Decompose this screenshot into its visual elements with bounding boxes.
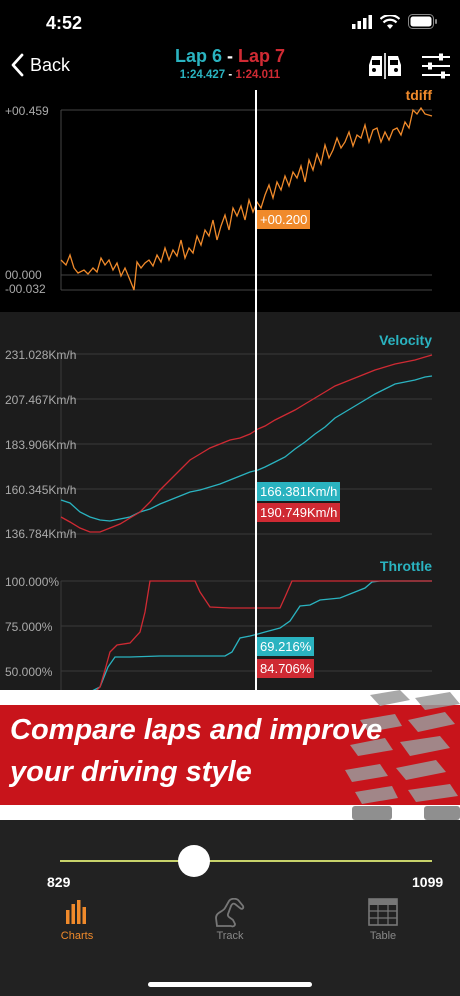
- range-max-label: 1099: [412, 874, 444, 890]
- wifi-icon: [380, 15, 400, 29]
- promo-banner: Compare laps and improve your driving st…: [0, 690, 460, 820]
- lap-b-time: 1:24.011: [235, 69, 281, 81]
- tdiff-y-label-min: -00.032: [5, 282, 46, 296]
- velocity-throttle-charts[interactable]: Velocity 231.028Km/h 207.467Km/h 183.906…: [0, 312, 460, 692]
- home-indicator: [148, 982, 312, 987]
- track-icon: [215, 898, 245, 928]
- tdiff-cursor-value: +00.200: [257, 210, 311, 229]
- velocity-title: Velocity: [379, 332, 432, 348]
- range-slider-thumb[interactable]: [177, 845, 210, 877]
- battery-icon: [408, 14, 437, 29]
- tab-charts-label: Charts: [60, 930, 94, 942]
- lap-comparison-title: Lap 6 - Lap 7 1:24.427 - 1:24.011: [0, 40, 460, 81]
- throttle-y-label-1: 75.000%: [5, 620, 53, 634]
- velocity-lap-b-value: 190.749Km/h: [257, 503, 341, 522]
- tab-track-label: Track: [216, 930, 244, 942]
- chevron-left-icon: [11, 53, 24, 77]
- throttle-lap-b-value: 84.706%: [257, 659, 315, 678]
- lap-separator: -: [222, 46, 238, 66]
- velocity-y-label-4: 136.784Km/h: [5, 527, 77, 541]
- lap-b-title: Lap 7: [238, 46, 286, 66]
- settings-sliders-icon[interactable]: [420, 52, 452, 80]
- throttle-lap-b-series: [94, 580, 432, 692]
- throttle-lap-a-value: 69.216%: [257, 637, 315, 656]
- table-icon: [368, 898, 398, 926]
- signal-icon: [352, 15, 372, 29]
- velocity-y-label-2: 183.906Km/h: [5, 438, 77, 452]
- throttle-title: Throttle: [379, 558, 432, 574]
- tab-table-label: Table: [369, 930, 397, 942]
- tab-charts[interactable]: Charts: [32, 898, 122, 946]
- compare-cars-icon[interactable]: [367, 51, 403, 81]
- velocity-lap-a-value: 166.381Km/h: [257, 482, 341, 501]
- range-min-label: 829: [47, 874, 71, 890]
- tdiff-chart[interactable]: +00.459 00.000 -00.032 tdiff +00.200: [0, 87, 460, 312]
- back-button[interactable]: Back: [8, 50, 78, 80]
- promo-line-2: your driving style: [10, 756, 252, 788]
- status-time: 4:52: [46, 13, 83, 33]
- tdiff-title: tdiff: [405, 87, 432, 103]
- back-label: Back: [30, 55, 71, 75]
- throttle-y-label-2: 50.000%: [5, 665, 53, 679]
- velocity-y-label-0: 231.028Km/h: [5, 348, 77, 362]
- lap-range-controls: 829 1099 Charts Track Table: [0, 820, 460, 996]
- velocity-lap-b-series: [60, 354, 433, 533]
- promo-line-1: Compare laps and improve: [10, 714, 383, 746]
- lower-plot: [60, 353, 433, 692]
- navigation-bar: Back Lap 6 - Lap 7 1:24.427 - 1:24.011: [0, 40, 460, 90]
- throttle-lap-a-series: [89, 580, 432, 692]
- tdiff-series: [60, 106, 433, 291]
- lap-a-title: Lap 6: [174, 46, 222, 66]
- velocity-y-label-3: 160.345Km/h: [5, 483, 77, 497]
- tab-track[interactable]: Track: [185, 898, 275, 946]
- tdiff-plot: [60, 106, 433, 291]
- chart-cursor-line[interactable]: [255, 90, 257, 690]
- tdiff-y-label-max: +00.459: [5, 104, 49, 118]
- tire-tread-graphic: [345, 690, 460, 820]
- throttle-y-label-0: 100.000%: [5, 575, 60, 589]
- lap-a-time: 1:24.427: [179, 69, 226, 81]
- velocity-lap-a-series: [60, 375, 433, 522]
- notch: [112, 0, 348, 34]
- tdiff-y-label-zero: 00.000: [5, 268, 42, 282]
- bar-chart-icon: [66, 900, 86, 924]
- tab-table[interactable]: Table: [338, 898, 428, 946]
- lap-time-separator: -: [225, 69, 236, 81]
- velocity-y-label-1: 207.467Km/h: [5, 393, 77, 407]
- range-slider-track[interactable]: [60, 860, 432, 862]
